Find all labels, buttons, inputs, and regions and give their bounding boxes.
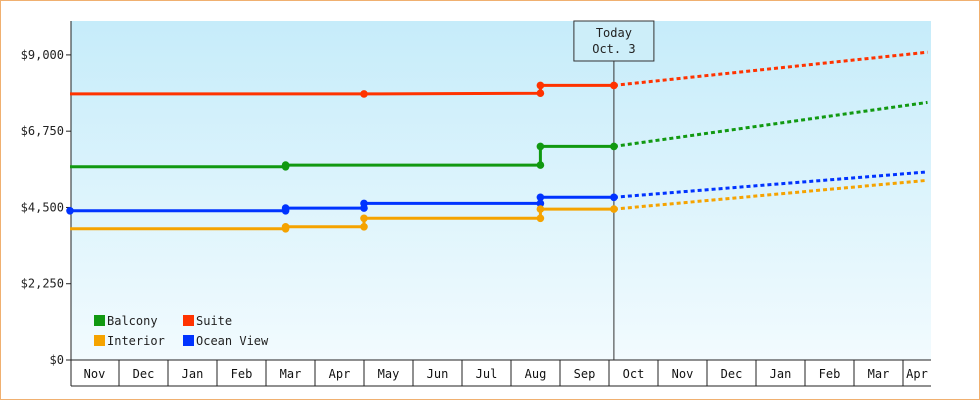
today-box <box>573 20 655 62</box>
legend-label-interior: Interior <box>107 334 165 348</box>
y-tick-label: $0 <box>50 353 64 367</box>
data-point-suite <box>536 89 545 97</box>
data-point-ocean-view <box>610 193 618 202</box>
series-forecast-suite <box>613 50 928 87</box>
x-month-label: Jan <box>770 367 792 381</box>
legend-swatch-suite <box>183 315 194 326</box>
data-point-interior <box>281 223 290 231</box>
series-forecast-ocean-view <box>613 170 928 199</box>
data-point-balcony <box>610 142 618 151</box>
data-point-balcony <box>281 161 290 169</box>
data-point-interior <box>536 214 545 223</box>
x-month-label: Apr <box>329 367 351 381</box>
x-month-label: Sep <box>574 367 596 381</box>
data-point-suite <box>610 81 618 90</box>
y-tick-label: $4,500 <box>21 200 64 214</box>
today-date: Oct. 3 <box>592 42 635 56</box>
x-month-label: Mar <box>280 367 302 381</box>
y-tick-label: $9,000 <box>21 48 64 62</box>
x-month-label: Aug <box>525 367 547 381</box>
series-ocean-view <box>66 170 928 215</box>
x-month-label: Feb <box>819 367 841 381</box>
today-label: Today <box>596 26 632 40</box>
legend-label-ocean-view: Ocean View <box>196 334 269 348</box>
x-month-label: Dec <box>721 367 743 381</box>
data-point-ocean-view <box>66 207 74 215</box>
x-month-label: Jul <box>476 367 498 381</box>
x-month-label: Feb <box>231 367 253 381</box>
legend-swatch-ocean-view <box>183 335 194 346</box>
x-month-label: Oct <box>623 367 645 381</box>
series-suite <box>70 50 928 98</box>
data-point-balcony <box>536 161 545 169</box>
data-point-interior <box>360 214 368 223</box>
legend-swatch-balcony <box>94 315 105 326</box>
data-point-interior <box>610 205 618 213</box>
series-forecast-balcony <box>613 100 928 148</box>
x-month-label: Dec <box>133 367 155 381</box>
data-point-ocean-view <box>360 199 368 208</box>
plot-area <box>71 21 931 360</box>
data-point-balcony <box>536 142 545 151</box>
legend-label-suite: Suite <box>196 314 232 328</box>
x-month-label: Nov <box>84 367 106 381</box>
x-month-label: Mar <box>868 367 890 381</box>
legend: Balcony Suite Interior Ocean View <box>94 314 269 348</box>
y-tick-label: $2,250 <box>21 277 64 291</box>
series-layer <box>66 50 928 233</box>
data-point-ocean-view <box>281 204 290 212</box>
data-point-suite <box>360 90 368 98</box>
data-point-interior <box>536 205 545 213</box>
x-month-label: Apr <box>906 367 928 381</box>
x-month-label: Jan <box>182 367 204 381</box>
today-marker: Today Oct. 3 <box>573 20 655 360</box>
legend-swatch-interior <box>94 335 105 346</box>
series-line-balcony <box>70 144 614 169</box>
y-axis-ticks: $0 $2,250 $4,500 $6,750 $9,000 <box>21 48 71 367</box>
axes <box>70 21 931 387</box>
series-forecast-interior <box>613 178 928 211</box>
data-point-interior <box>360 223 368 231</box>
data-point-ocean-view <box>536 193 545 202</box>
series-balcony <box>70 100 928 171</box>
data-point-ocean-view <box>536 199 545 208</box>
legend-label-balcony: Balcony <box>107 314 158 328</box>
x-month-label: Nov <box>672 367 694 381</box>
x-month-label: May <box>378 367 400 381</box>
data-point-suite <box>536 81 545 90</box>
y-tick-label: $6,750 <box>21 124 64 138</box>
series-interior <box>70 178 928 233</box>
x-month-label: Jun <box>427 367 449 381</box>
x-axis-months: Nov Dec Jan Feb Mar Apr May Jun Jul Aug Sep Oct Nov D… <box>84 360 928 386</box>
